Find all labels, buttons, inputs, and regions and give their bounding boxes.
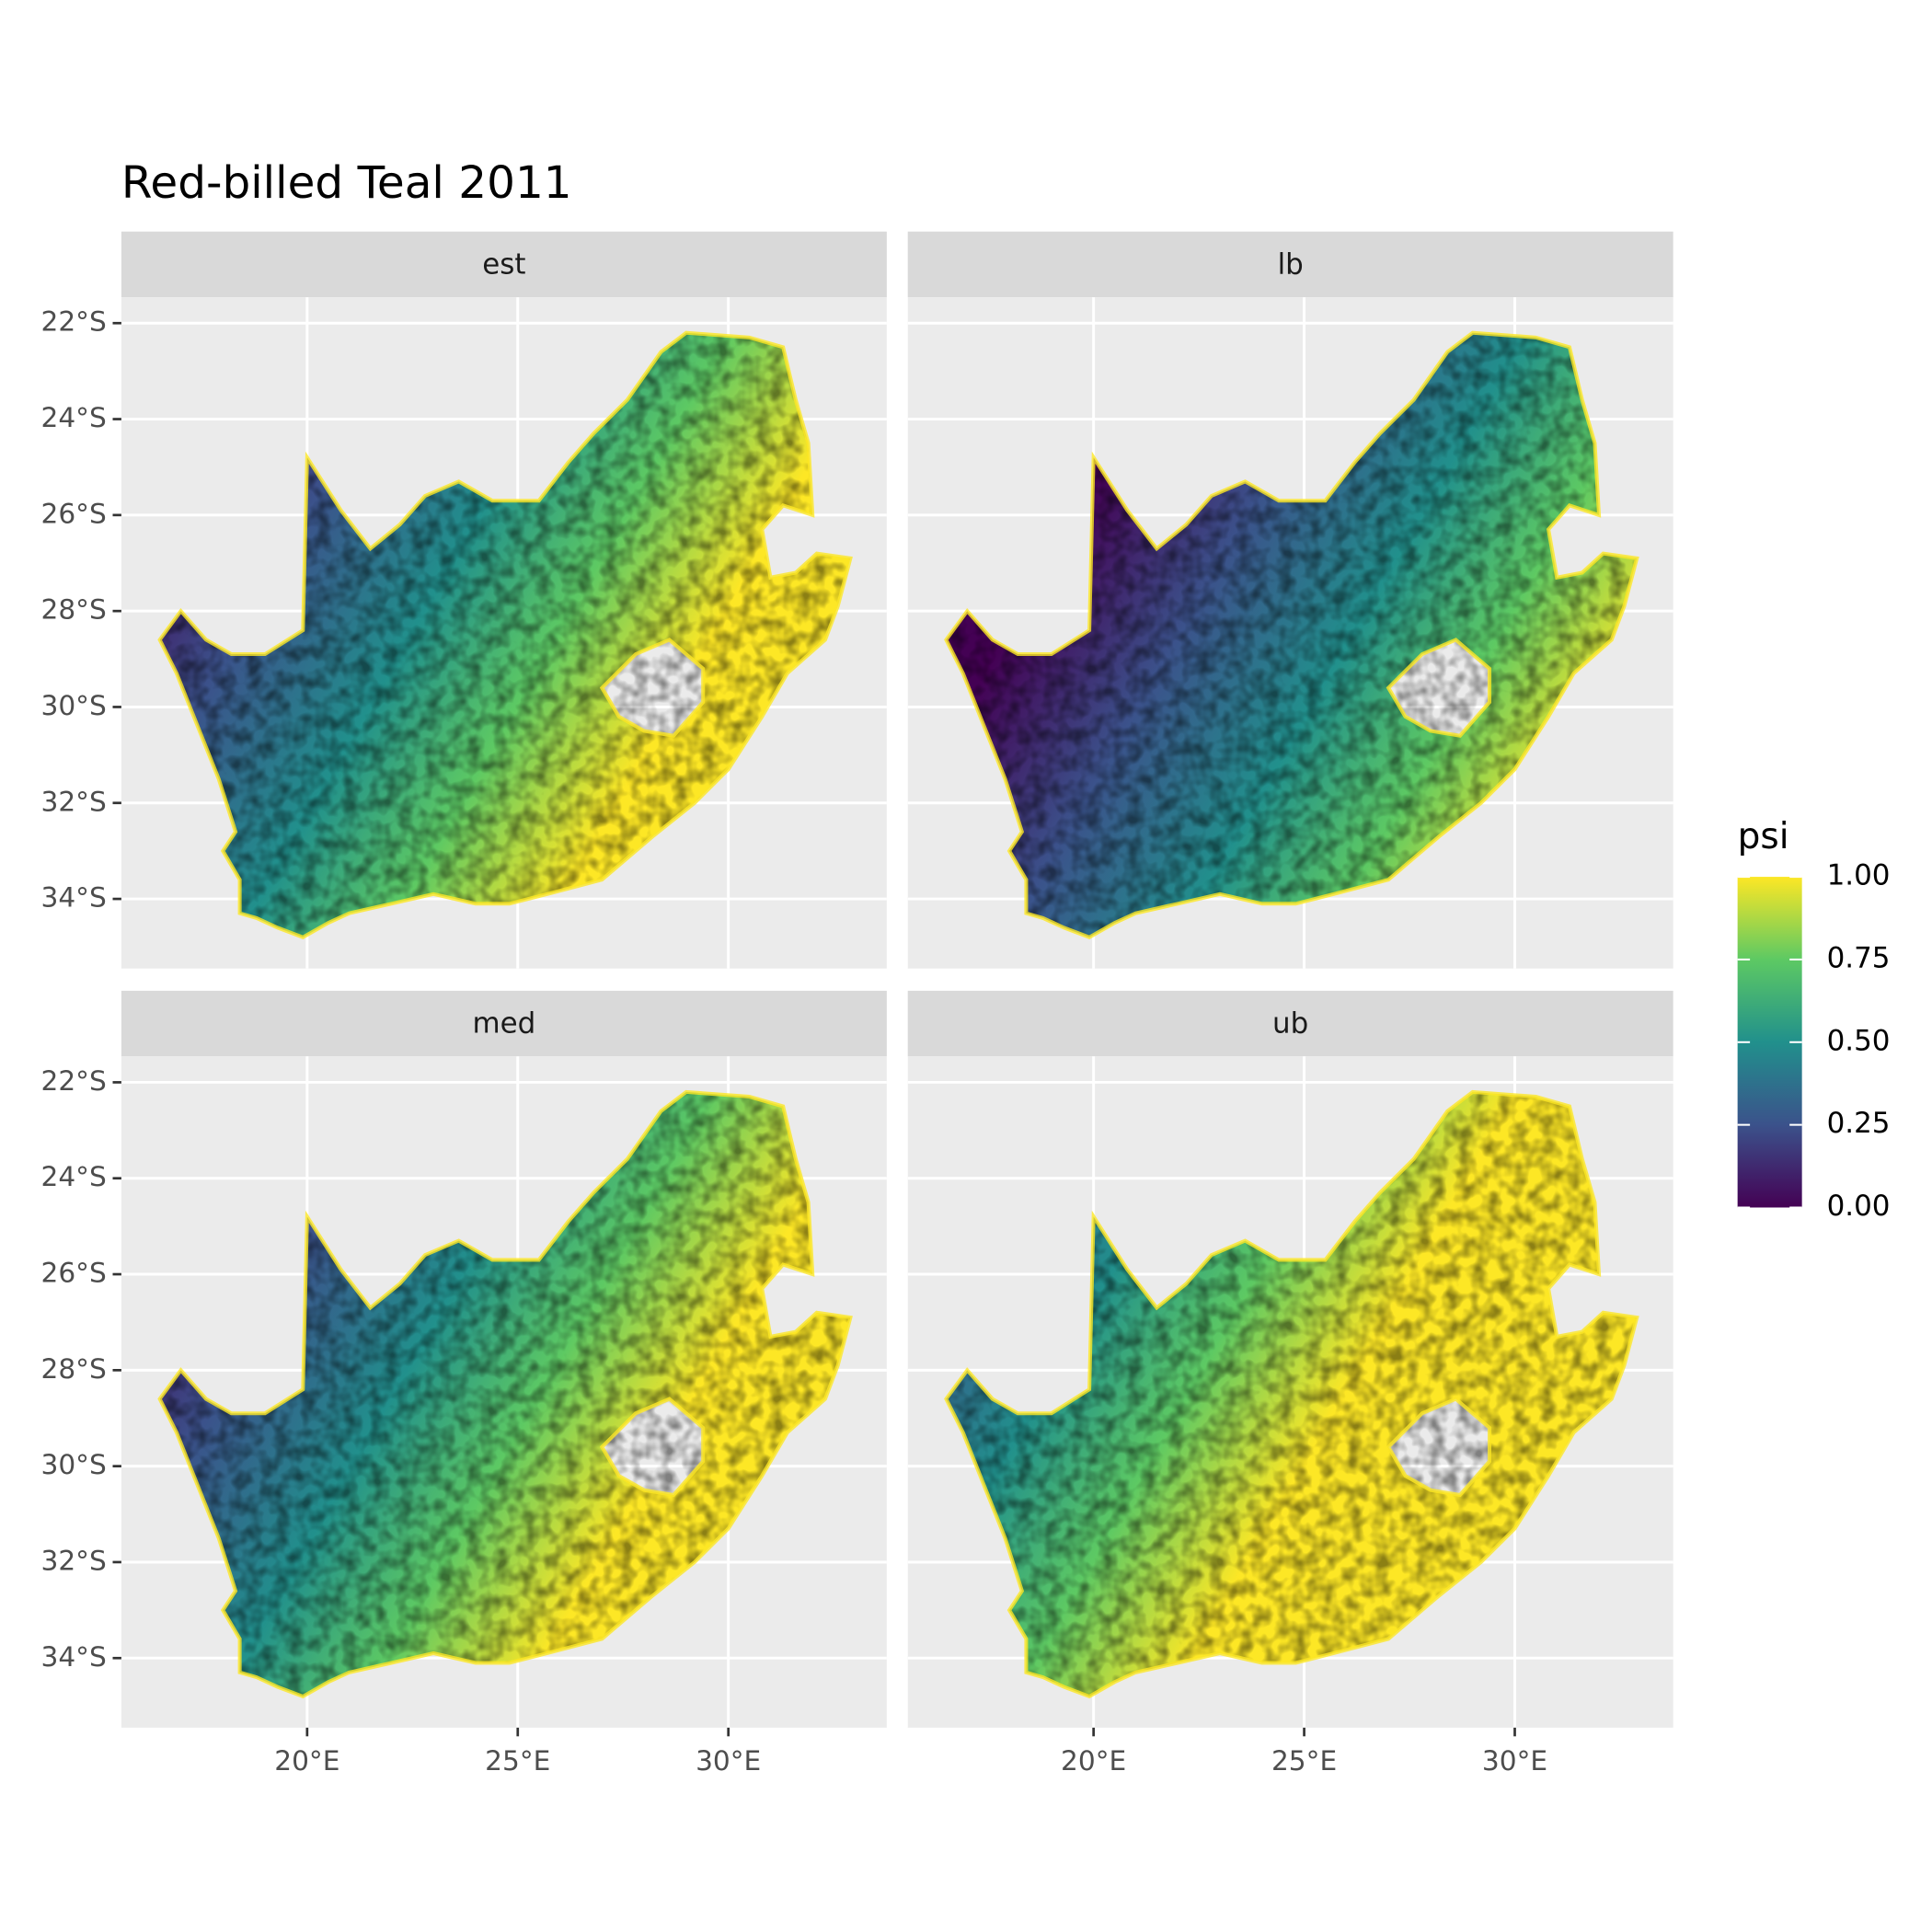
map-border xyxy=(944,330,1639,939)
x-tick-label: 25°E xyxy=(485,1745,550,1777)
colorbar-label: 0.25 xyxy=(1827,1107,1891,1140)
colorbar-label: 0.75 xyxy=(1827,941,1891,974)
strip xyxy=(121,231,887,298)
strip xyxy=(121,990,887,1057)
y-tick-label: 32°S xyxy=(40,1545,106,1576)
facet-label: med xyxy=(472,1006,535,1040)
map-border xyxy=(157,330,853,939)
y-tick-label: 24°S xyxy=(40,402,106,433)
y-tick-label: 22°S xyxy=(40,1065,106,1097)
y-tick-label: 26°S xyxy=(40,498,106,529)
y-tick-label: 28°S xyxy=(40,594,106,626)
facet-label: ub xyxy=(1272,1006,1308,1040)
y-tick-label: 26°S xyxy=(40,1258,106,1289)
facet-label: lb xyxy=(1278,247,1304,281)
strip xyxy=(907,231,1673,298)
y-tick-label: 22°S xyxy=(40,306,106,338)
y-tick-label: 34°S xyxy=(40,1641,106,1673)
y-tick-label: 24°S xyxy=(40,1161,106,1192)
colorbar-label: 1.00 xyxy=(1827,859,1891,892)
x-tick-label: 30°E xyxy=(1482,1745,1547,1777)
facet-label: est xyxy=(482,247,525,281)
y-tick-label: 30°S xyxy=(40,690,106,721)
strip xyxy=(907,990,1673,1057)
y-tick-label: 30°S xyxy=(40,1449,106,1480)
legend-title: psi xyxy=(1738,816,1789,857)
y-tick-label: 28°S xyxy=(40,1353,106,1385)
chart-title: Red-billed Teal 2011 xyxy=(121,157,572,209)
colorbar-label: 0.50 xyxy=(1827,1024,1891,1057)
x-tick-label: 25°E xyxy=(1271,1745,1337,1777)
map-border xyxy=(944,1089,1639,1699)
y-tick-label: 34°S xyxy=(40,882,106,914)
x-tick-label: 30°E xyxy=(696,1745,761,1777)
x-tick-label: 20°E xyxy=(274,1745,339,1777)
map-border xyxy=(157,1089,853,1699)
colorbar-label: 0.00 xyxy=(1827,1190,1891,1223)
x-tick-label: 20°E xyxy=(1061,1745,1126,1777)
y-tick-label: 32°S xyxy=(40,786,106,817)
